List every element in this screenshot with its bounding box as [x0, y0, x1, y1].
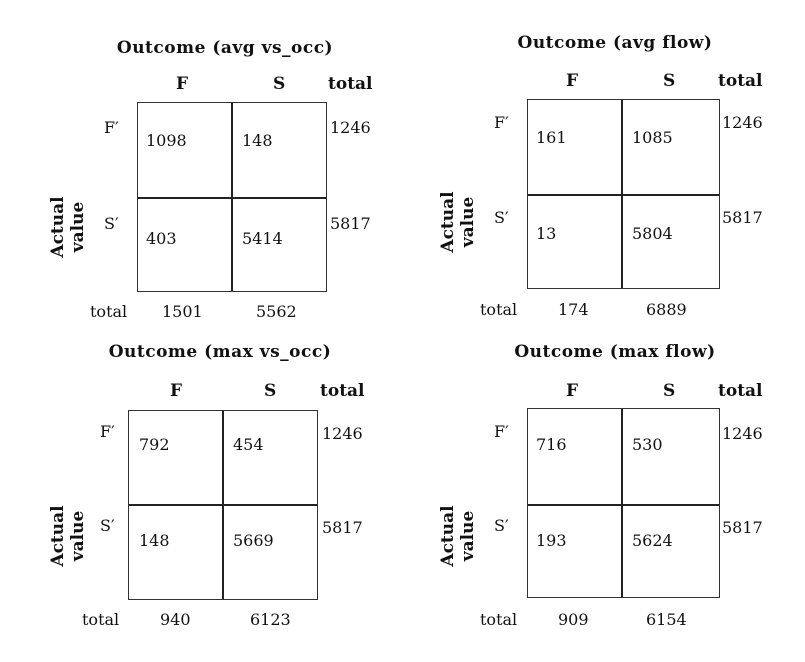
axis-label-line2: value — [68, 510, 88, 562]
column-header-total: total — [718, 381, 763, 401]
column-header-f: F — [566, 71, 579, 91]
row-total-f: 1246 — [330, 118, 371, 137]
confusion-panel-max-flow: Outcome (max flow) F S total Actual valu… — [430, 334, 805, 654]
row-total-s: 5817 — [722, 208, 763, 227]
axis-label-actual-value: Actual value — [438, 172, 482, 272]
cell-ss: 5414 — [242, 229, 283, 248]
confusion-matrix: 1098 148 403 5414 — [137, 102, 327, 292]
column-header-s: S — [273, 74, 286, 94]
confusion-matrix: 716 530 193 5624 — [527, 408, 720, 598]
axis-label-actual-value: Actual value — [48, 177, 92, 277]
cell-sf: 13 — [536, 224, 557, 243]
column-header-f: F — [176, 74, 189, 94]
row-total-f: 1246 — [722, 424, 763, 443]
confusion-panel-avg-vs-occ: Outcome (avg vs_occ) F S total Actual va… — [40, 30, 420, 350]
cell-ff: 792 — [139, 435, 170, 454]
axis-label-line2: value — [458, 510, 478, 562]
column-total-label: total — [480, 610, 518, 629]
matrix-horizontal-divider — [129, 504, 317, 506]
column-header-f: F — [170, 381, 183, 401]
panel-title: Outcome (avg flow) — [517, 33, 713, 53]
axis-label-line1: Actual — [438, 505, 458, 567]
matrix-horizontal-divider — [138, 197, 326, 199]
cell-ff: 716 — [536, 435, 567, 454]
column-total-f: 174 — [558, 300, 589, 319]
row-header-s: S′ — [100, 516, 115, 535]
row-header-f: F′ — [494, 422, 509, 441]
row-header-s: S′ — [104, 214, 119, 233]
row-header-f: F′ — [104, 118, 119, 137]
row-header-f: F′ — [494, 113, 509, 132]
column-total-s: 5562 — [256, 302, 297, 321]
cell-sf: 193 — [536, 531, 567, 550]
axis-label-actual-value: Actual value — [48, 486, 92, 586]
cell-fs: 454 — [233, 435, 264, 454]
axis-label-line2: value — [458, 196, 478, 248]
cell-ss: 5624 — [632, 531, 673, 550]
column-header-f: F — [566, 381, 579, 401]
row-header-f: F′ — [100, 422, 115, 441]
confusion-panel-avg-flow: Outcome (avg flow) F S total Actual valu… — [430, 25, 805, 345]
confusion-matrix: 792 454 148 5669 — [128, 410, 318, 600]
cell-fs: 530 — [632, 435, 663, 454]
row-total-s: 5817 — [322, 518, 363, 537]
column-header-total: total — [320, 381, 365, 401]
cell-fs: 1085 — [632, 128, 673, 147]
row-total-s: 5817 — [722, 518, 763, 537]
column-total-f: 1501 — [162, 302, 203, 321]
matrix-horizontal-divider — [528, 504, 719, 506]
column-header-total: total — [718, 71, 763, 91]
matrix-horizontal-divider — [528, 194, 719, 196]
row-header-s: S′ — [494, 516, 509, 535]
column-header-s: S — [264, 381, 277, 401]
column-header-s: S — [663, 71, 676, 91]
cell-ff: 161 — [536, 128, 567, 147]
row-header-s: S′ — [494, 208, 509, 227]
column-header-s: S — [663, 381, 676, 401]
cell-ss: 5804 — [632, 224, 673, 243]
column-total-f: 940 — [160, 610, 191, 629]
confusion-panel-max-vs-occ: Outcome (max vs_occ) F S total Actual va… — [40, 334, 420, 654]
column-total-f: 909 — [558, 610, 589, 629]
axis-label-line1: Actual — [48, 196, 68, 258]
column-total-label: total — [480, 300, 518, 319]
column-header-total: total — [328, 74, 373, 94]
column-total-label: total — [82, 610, 120, 629]
cell-sf: 403 — [146, 229, 177, 248]
column-total-label: total — [90, 302, 128, 321]
column-total-s: 6154 — [646, 610, 687, 629]
column-total-s: 6889 — [646, 300, 687, 319]
matrix-vertical-divider — [621, 409, 623, 597]
row-total-f: 1246 — [722, 113, 763, 132]
axis-label-line1: Actual — [438, 191, 458, 253]
panel-title: Outcome (avg vs_occ) — [116, 38, 334, 58]
row-total-s: 5817 — [330, 214, 371, 233]
axis-label-line1: Actual — [48, 505, 68, 567]
panel-title: Outcome (max flow) — [514, 342, 716, 362]
column-total-s: 6123 — [250, 610, 291, 629]
cell-ff: 1098 — [146, 131, 187, 150]
row-total-f: 1246 — [322, 424, 363, 443]
axis-label-actual-value: Actual value — [438, 486, 482, 586]
panel-title: Outcome (max vs_occ) — [108, 342, 332, 362]
axis-label-line2: value — [68, 201, 88, 253]
cell-fs: 148 — [242, 131, 273, 150]
confusion-matrix: 161 1085 13 5804 — [527, 99, 720, 289]
cell-sf: 148 — [139, 531, 170, 550]
cell-ss: 5669 — [233, 531, 274, 550]
